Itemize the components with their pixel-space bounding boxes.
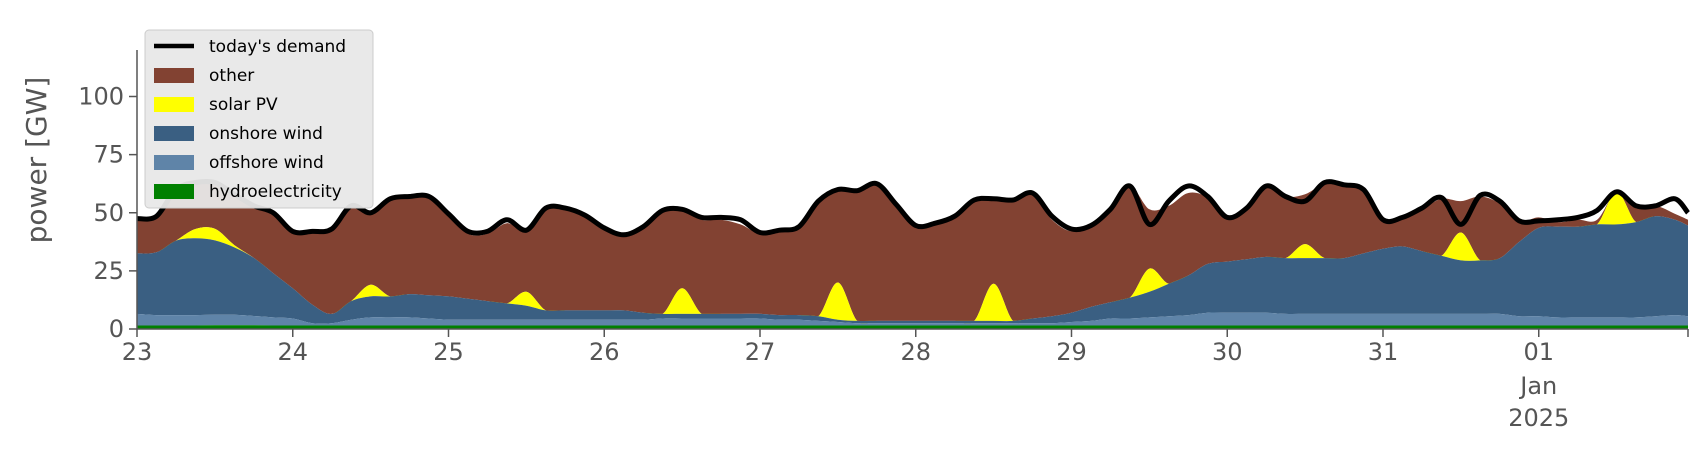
area-other xyxy=(137,181,1688,324)
x-tick-sublabel-2025: 2025 xyxy=(1508,404,1569,432)
stacked-areas xyxy=(137,181,1688,329)
area-offshore-wind xyxy=(137,312,1688,326)
y-tick-label-0: 0 xyxy=(109,315,124,343)
x-tick-label-27: 27 xyxy=(745,338,776,366)
x-tick-label-26: 26 xyxy=(589,338,620,366)
x-tick-label-23: 23 xyxy=(122,338,153,366)
x-tick-label-31: 31 xyxy=(1368,338,1399,366)
area-hydroelectricity xyxy=(137,325,1688,329)
area-onshore-wind xyxy=(137,216,1688,324)
line-todays-demand xyxy=(136,178,1690,238)
y-tick-label-100: 100 xyxy=(78,83,124,111)
legend-box xyxy=(144,29,374,209)
x-tick-label-24: 24 xyxy=(277,338,308,366)
legend-swatch-hydroelectricity xyxy=(154,184,194,199)
legend: today's demand other solar PV onshore wind o… xyxy=(144,29,374,209)
legend-label-offshore-wind: offshore wind xyxy=(209,153,324,173)
x-tick-label-28: 28 xyxy=(900,338,931,366)
x-tick-label-30: 30 xyxy=(1212,338,1243,366)
y-tick-label-75: 75 xyxy=(93,141,124,169)
legend-swatch-other xyxy=(154,68,194,83)
legend-label-today-s-demand: today's demand xyxy=(209,37,346,57)
demand-layer xyxy=(136,178,1690,238)
y-tick-label-25: 25 xyxy=(93,257,124,285)
legend-label-onshore-wind: onshore wind xyxy=(209,124,323,144)
legend-label-hydroelectricity: hydroelectricity xyxy=(209,182,342,202)
legend-swatch-offshore-wind xyxy=(154,155,194,170)
legend-swatch-onshore-wind xyxy=(154,126,194,141)
x-tick-label-01: 01 xyxy=(1523,338,1554,366)
x-tick-label-25: 25 xyxy=(433,338,464,366)
x-tick-label-29: 29 xyxy=(1056,338,1087,366)
axes: 0 25 50 75 100 23 24 25 26 27 28 29 30 31 01 Jan 2025 xyxy=(78,50,1689,432)
y-axis-title: power [GW] xyxy=(20,77,53,244)
legend-label-other: other xyxy=(209,66,254,86)
x-tick-sublabel-jan: Jan xyxy=(1518,372,1557,400)
y-tick-label-50: 50 xyxy=(93,199,124,227)
legend-label-solar-pv: solar PV xyxy=(209,95,278,115)
legend-swatch-solar-pv xyxy=(154,97,194,112)
